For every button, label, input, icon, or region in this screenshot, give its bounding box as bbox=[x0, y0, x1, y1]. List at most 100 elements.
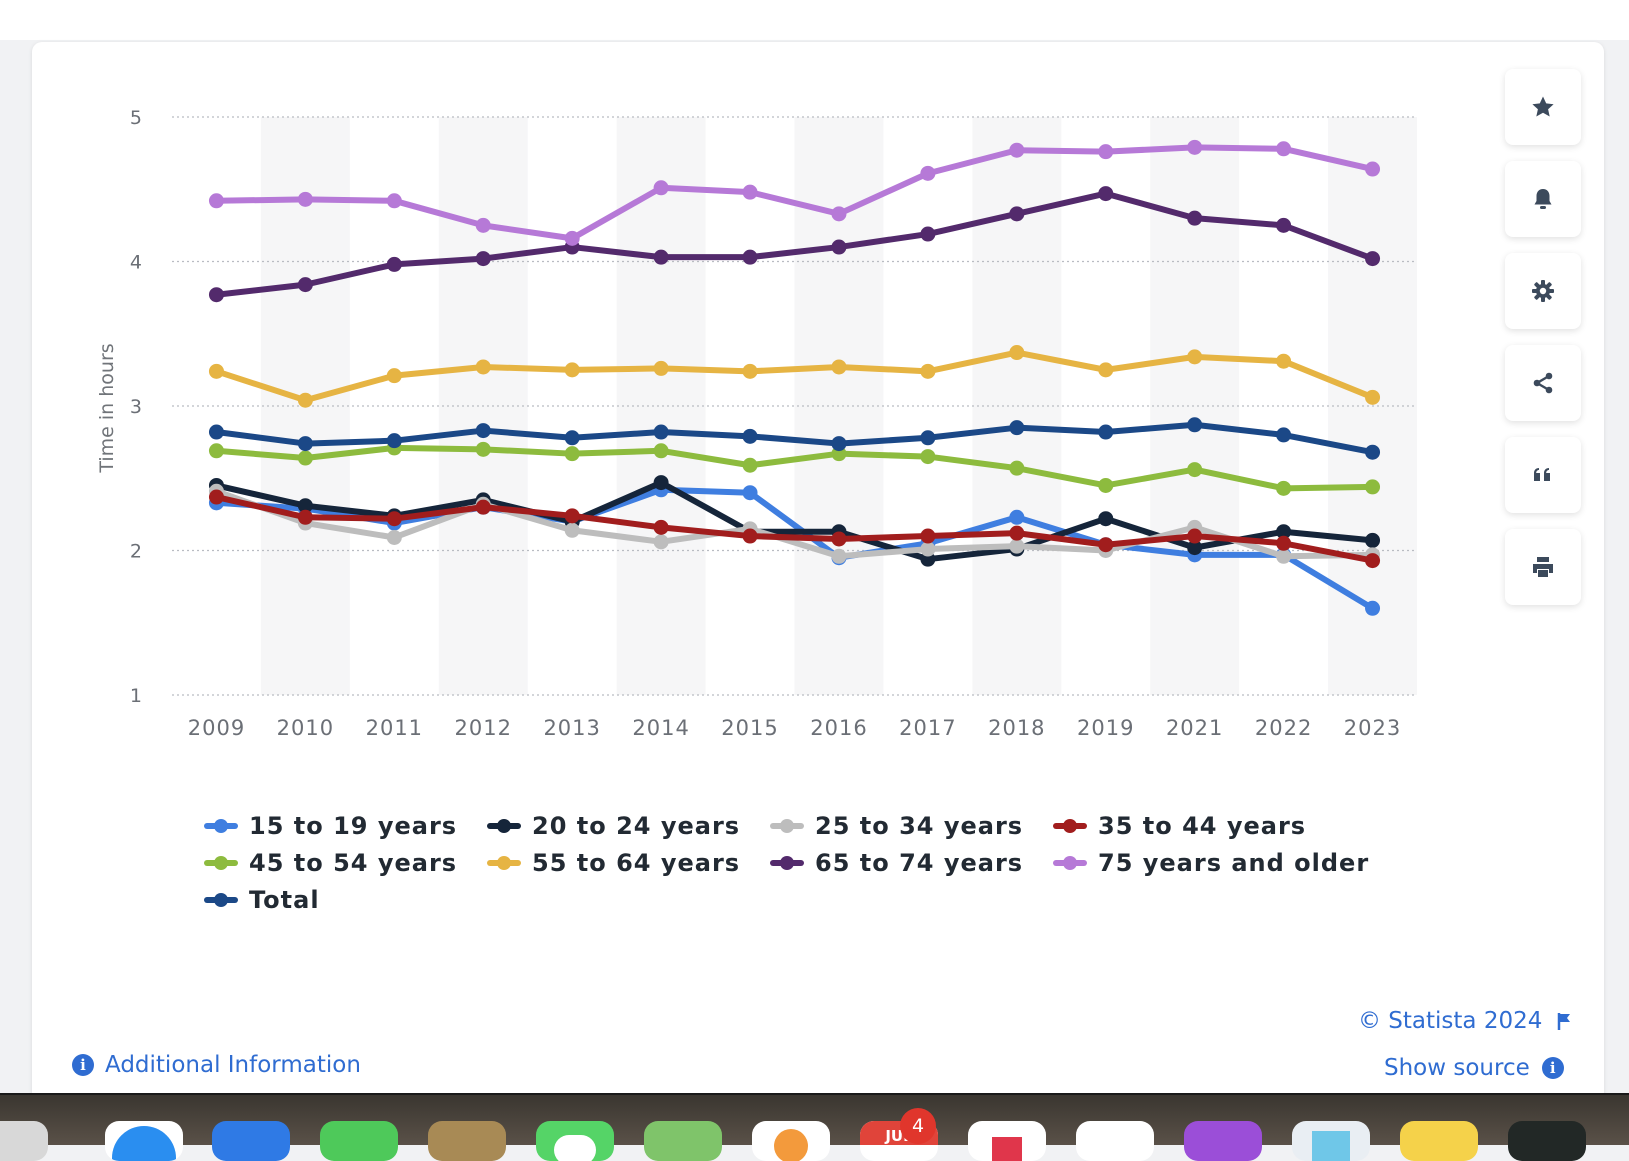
data-point[interactable] bbox=[1187, 462, 1203, 478]
data-point[interactable] bbox=[742, 249, 758, 265]
news-icon[interactable] bbox=[968, 1121, 1046, 1161]
data-point[interactable] bbox=[653, 249, 669, 265]
data-point[interactable] bbox=[1187, 540, 1203, 556]
data-point[interactable] bbox=[1187, 417, 1203, 433]
data-point[interactable] bbox=[831, 531, 847, 547]
data-point[interactable] bbox=[1009, 420, 1025, 436]
data-point[interactable] bbox=[742, 528, 758, 544]
series-total[interactable] bbox=[208, 417, 1381, 460]
share-button[interactable] bbox=[1505, 345, 1581, 421]
data-point[interactable] bbox=[564, 508, 580, 524]
data-point[interactable] bbox=[208, 193, 224, 209]
stickies-icon[interactable] bbox=[1400, 1121, 1478, 1161]
data-point[interactable] bbox=[1098, 144, 1114, 160]
data-point[interactable] bbox=[1365, 444, 1381, 460]
data-point[interactable] bbox=[653, 475, 669, 491]
data-point[interactable] bbox=[386, 529, 402, 545]
data-point[interactable] bbox=[1009, 206, 1025, 222]
data-point[interactable] bbox=[920, 541, 936, 557]
show-source-link[interactable]: Show source i bbox=[1384, 1055, 1564, 1081]
data-point[interactable] bbox=[1098, 186, 1114, 202]
cite-button[interactable] bbox=[1505, 437, 1581, 513]
data-point[interactable] bbox=[1009, 525, 1025, 541]
data-point[interactable] bbox=[920, 528, 936, 544]
data-point[interactable] bbox=[297, 498, 313, 514]
legend-item[interactable]: 20 to 24 years bbox=[487, 812, 740, 840]
data-point[interactable] bbox=[386, 368, 402, 384]
data-point[interactable] bbox=[1098, 537, 1114, 553]
series-55-to-64-years[interactable] bbox=[208, 345, 1381, 408]
data-point[interactable] bbox=[475, 217, 491, 233]
legend-item[interactable]: 55 to 64 years bbox=[487, 849, 740, 877]
data-point[interactable] bbox=[475, 359, 491, 375]
data-point[interactable] bbox=[1276, 427, 1292, 443]
data-point[interactable] bbox=[653, 360, 669, 376]
data-point[interactable] bbox=[831, 206, 847, 222]
favorite-button[interactable] bbox=[1505, 69, 1581, 145]
data-point[interactable] bbox=[1276, 480, 1292, 496]
statista-copyright[interactable]: © Statista 2024 bbox=[1358, 1008, 1572, 1034]
data-point[interactable] bbox=[920, 363, 936, 379]
data-point[interactable] bbox=[920, 226, 936, 242]
settings-button[interactable] bbox=[1505, 253, 1581, 329]
mail-icon[interactable] bbox=[212, 1121, 290, 1161]
notification-button[interactable] bbox=[1505, 161, 1581, 237]
data-point[interactable] bbox=[742, 363, 758, 379]
messages-icon[interactable] bbox=[536, 1121, 614, 1161]
series-35-to-44-years[interactable] bbox=[208, 489, 1381, 569]
data-point[interactable] bbox=[386, 193, 402, 209]
terminal-icon[interactable] bbox=[1508, 1121, 1586, 1161]
data-point[interactable] bbox=[1276, 548, 1292, 564]
data-point[interactable] bbox=[1276, 141, 1292, 157]
data-point[interactable] bbox=[297, 392, 313, 408]
data-point[interactable] bbox=[742, 457, 758, 473]
data-point[interactable] bbox=[297, 436, 313, 452]
facetime-icon[interactable] bbox=[320, 1121, 398, 1161]
safari-icon[interactable] bbox=[105, 1121, 183, 1161]
photos-icon[interactable] bbox=[752, 1121, 830, 1161]
data-point[interactable] bbox=[920, 430, 936, 446]
data-point[interactable] bbox=[297, 450, 313, 466]
data-point[interactable] bbox=[1365, 600, 1381, 616]
data-point[interactable] bbox=[386, 511, 402, 527]
data-point[interactable] bbox=[1365, 251, 1381, 267]
data-point[interactable] bbox=[920, 165, 936, 181]
data-point[interactable] bbox=[297, 509, 313, 525]
legend-item[interactable]: 75 years and older bbox=[1053, 849, 1369, 877]
data-point[interactable] bbox=[831, 239, 847, 255]
data-point[interactable] bbox=[742, 428, 758, 444]
data-point[interactable] bbox=[1276, 217, 1292, 233]
data-point[interactable] bbox=[653, 424, 669, 440]
legend-item[interactable]: 45 to 54 years bbox=[204, 849, 457, 877]
podcasts-icon[interactable] bbox=[1184, 1121, 1262, 1161]
data-point[interactable] bbox=[208, 489, 224, 505]
notes-app-icon[interactable] bbox=[428, 1121, 506, 1161]
data-point[interactable] bbox=[564, 230, 580, 246]
data-point[interactable] bbox=[1098, 362, 1114, 378]
data-point[interactable] bbox=[1365, 389, 1381, 405]
data-point[interactable] bbox=[1365, 553, 1381, 569]
data-point[interactable] bbox=[475, 499, 491, 515]
data-point[interactable] bbox=[1009, 460, 1025, 476]
data-point[interactable] bbox=[475, 441, 491, 457]
launchpad-icon[interactable] bbox=[0, 1121, 48, 1161]
data-point[interactable] bbox=[564, 446, 580, 462]
data-point[interactable] bbox=[742, 184, 758, 200]
data-point[interactable] bbox=[297, 277, 313, 293]
data-point[interactable] bbox=[1009, 345, 1025, 361]
additional-information-link[interactable]: i Additional Information bbox=[72, 1052, 361, 1078]
data-point[interactable] bbox=[208, 424, 224, 440]
data-point[interactable] bbox=[1009, 509, 1025, 525]
data-point[interactable] bbox=[831, 548, 847, 564]
data-point[interactable] bbox=[564, 362, 580, 378]
data-point[interactable] bbox=[1365, 479, 1381, 495]
data-point[interactable] bbox=[475, 251, 491, 267]
data-point[interactable] bbox=[831, 359, 847, 375]
data-point[interactable] bbox=[653, 443, 669, 459]
data-point[interactable] bbox=[1098, 424, 1114, 440]
data-point[interactable] bbox=[1187, 528, 1203, 544]
data-point[interactable] bbox=[208, 363, 224, 379]
data-point[interactable] bbox=[1098, 511, 1114, 527]
legend-item[interactable]: 15 to 19 years bbox=[204, 812, 457, 840]
data-point[interactable] bbox=[208, 287, 224, 303]
